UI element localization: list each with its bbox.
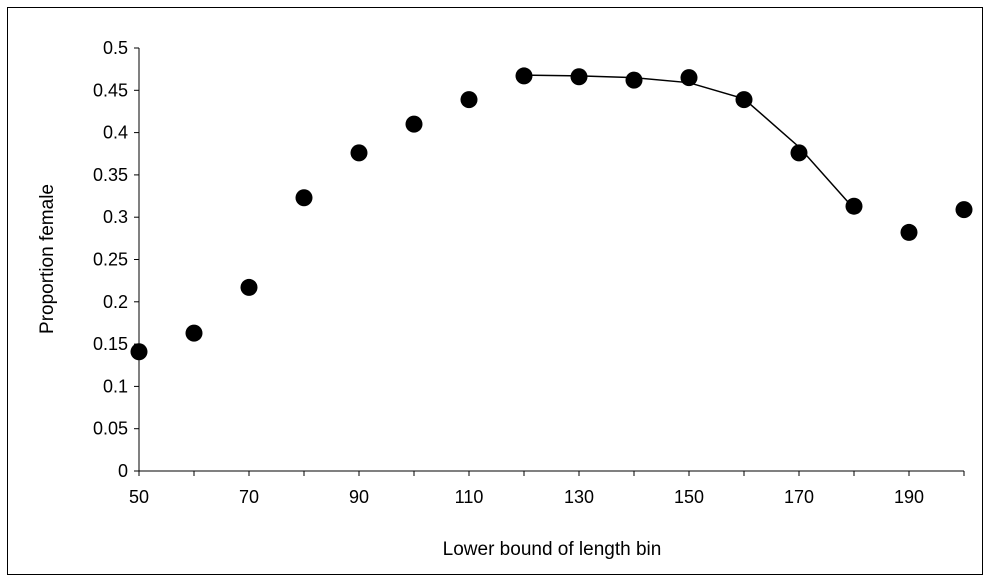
data-point (516, 67, 533, 84)
data-point (956, 201, 973, 218)
data-point (186, 325, 203, 342)
y-tick-label: 0.45 (93, 80, 128, 100)
fitted-line (524, 75, 854, 209)
y-tick-label: 0.3 (103, 207, 128, 227)
y-tick-label: 0.35 (93, 165, 128, 185)
y-tick-label: 0.2 (103, 292, 128, 312)
x-tick-label: 190 (894, 487, 924, 507)
x-tick-label: 130 (564, 487, 594, 507)
y-ticks: 0 0.05 0.1 0.15 0.2 0.25 0.3 0.35 0.4 0.45 0.5 (93, 38, 139, 481)
x-tick-label: 170 (784, 487, 814, 507)
data-point (461, 91, 478, 108)
y-tick-label: 0.05 (93, 419, 128, 439)
y-axis-title: Proportion female (37, 184, 58, 334)
data-point (681, 69, 698, 86)
y-tick-label: 0.4 (103, 123, 128, 143)
x-tick-label: 150 (674, 487, 704, 507)
series-points (131, 67, 973, 360)
data-point (791, 144, 808, 161)
y-tick-label: 0.1 (103, 376, 128, 396)
data-point (131, 343, 148, 360)
y-tick-label: 0 (118, 461, 128, 481)
axes: 0 0.05 0.1 0.15 0.2 0.25 0.3 0.35 0.4 0.45 0.5 50 7… (93, 38, 964, 507)
data-point (406, 116, 423, 133)
data-point (736, 91, 753, 108)
data-point (571, 68, 588, 85)
y-tick-label: 0.25 (93, 250, 128, 270)
data-point (846, 198, 863, 215)
x-tick-label: 110 (455, 487, 484, 507)
data-point (626, 72, 643, 89)
y-tick-label: 0.5 (103, 38, 128, 58)
data-point (901, 224, 918, 241)
x-axis-title: Lower bound of length bin (443, 539, 662, 560)
x-tick-label: 90 (349, 487, 369, 507)
series-lines (524, 75, 854, 209)
y-tick-label: 0.15 (93, 334, 128, 354)
data-point (351, 144, 368, 161)
x-tick-label: 50 (129, 487, 149, 507)
x-ticks: 50 70 90 110 130 150 170 190 (129, 471, 964, 507)
x-tick-label: 70 (239, 487, 259, 507)
data-point (241, 279, 258, 296)
data-point (296, 189, 313, 206)
